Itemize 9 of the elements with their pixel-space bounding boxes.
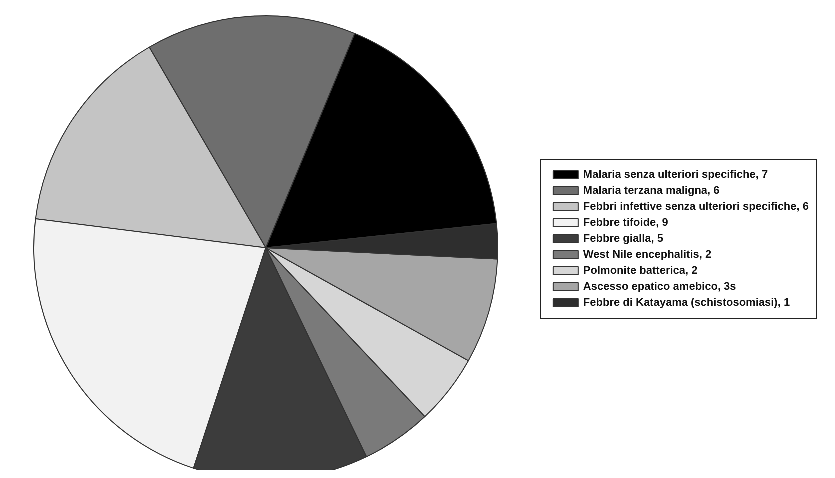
legend-label: West Nile encephalitis, 2 [583,249,712,261]
legend-label: Malaria senza ulteriori specifiche, 7 [583,169,768,181]
legend-label: Ascesso epatico amebico, 3s [583,281,736,293]
legend-label: Febbre di Katayama (schistosomiasi), 1 [583,297,790,309]
legend-label: Febbre tifoide, 9 [583,217,668,229]
legend-label: Febbre gialla, 5 [583,233,664,245]
legend-label: Malaria terzana maligna, 6 [583,185,720,197]
legend-label: Polmonite batterica, 2 [583,265,698,277]
legend-label: Febbri infettive senza ulteriori specifiche, 6 [583,201,810,213]
